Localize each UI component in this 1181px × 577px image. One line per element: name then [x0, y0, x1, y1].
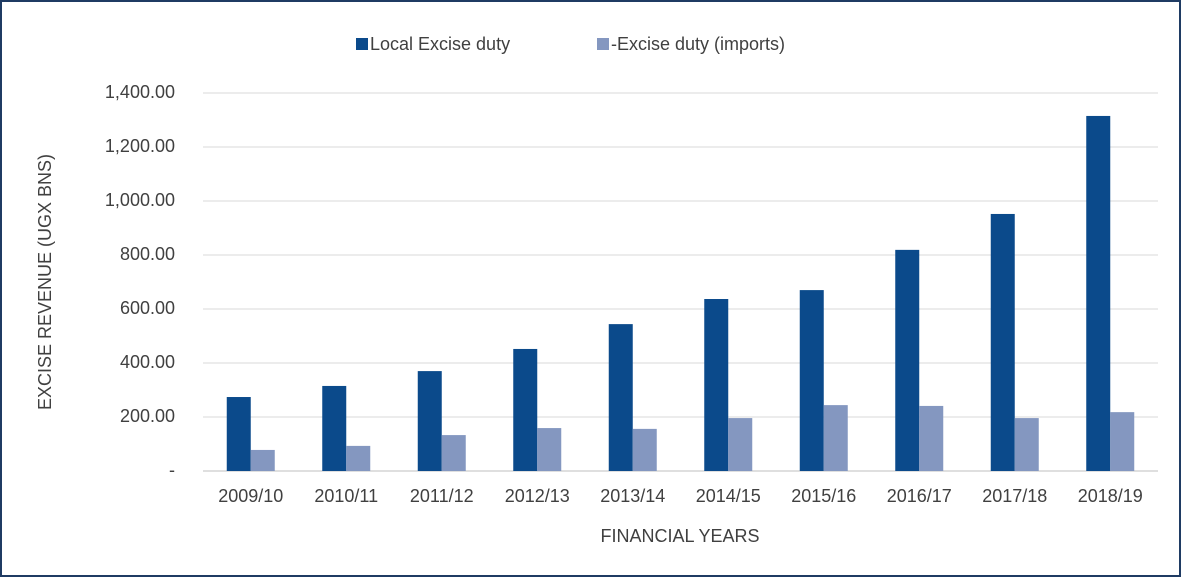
legend-swatch	[356, 38, 368, 50]
bar	[608, 324, 633, 471]
x-tick-label: 2010/11	[314, 486, 378, 506]
y-tick-label: 1,400.00	[105, 82, 175, 102]
legend-label: -Excise duty (imports)	[611, 34, 785, 54]
bar	[226, 397, 251, 471]
x-tick-label: 2009/10	[218, 486, 283, 506]
y-tick-label: -	[169, 460, 175, 480]
x-tick-label: 2016/17	[887, 486, 952, 506]
bar	[1086, 115, 1111, 471]
bar	[632, 428, 657, 471]
x-tick-label: 2018/19	[1078, 486, 1143, 506]
bar	[919, 405, 944, 471]
legend-label: Local Excise duty	[370, 34, 510, 54]
bar	[537, 428, 562, 471]
x-axis-title: FINANCIAL YEARS	[600, 526, 759, 546]
x-tick-label: 2017/18	[982, 486, 1047, 506]
bar	[823, 405, 848, 471]
x-tick-label: 2013/14	[600, 486, 665, 506]
bar	[990, 213, 1015, 471]
bar	[895, 249, 920, 471]
y-tick-label: 1,200.00	[105, 136, 175, 156]
y-tick-label: 800.00	[120, 244, 175, 264]
x-tick-label: 2011/12	[410, 486, 474, 506]
bar	[346, 445, 371, 471]
bar	[322, 385, 347, 471]
y-axis-title: EXCISE REVENUE (UGX BNS)	[35, 154, 55, 410]
bar	[1110, 412, 1135, 471]
bar	[417, 371, 442, 471]
bar	[799, 290, 824, 471]
bar	[513, 348, 538, 471]
bar	[704, 299, 729, 471]
bar	[728, 418, 753, 471]
legend-swatch	[597, 38, 609, 50]
x-tick-label: 2014/15	[696, 486, 761, 506]
bar	[250, 449, 275, 471]
bar	[441, 435, 466, 471]
y-tick-label: 200.00	[120, 406, 175, 426]
x-tick-label: 2012/13	[505, 486, 570, 506]
y-tick-label: 1,000.00	[105, 190, 175, 210]
bar	[1014, 418, 1039, 471]
y-tick-label: 400.00	[120, 352, 175, 372]
x-tick-label: 2015/16	[791, 486, 856, 506]
y-tick-label: 600.00	[120, 298, 175, 318]
